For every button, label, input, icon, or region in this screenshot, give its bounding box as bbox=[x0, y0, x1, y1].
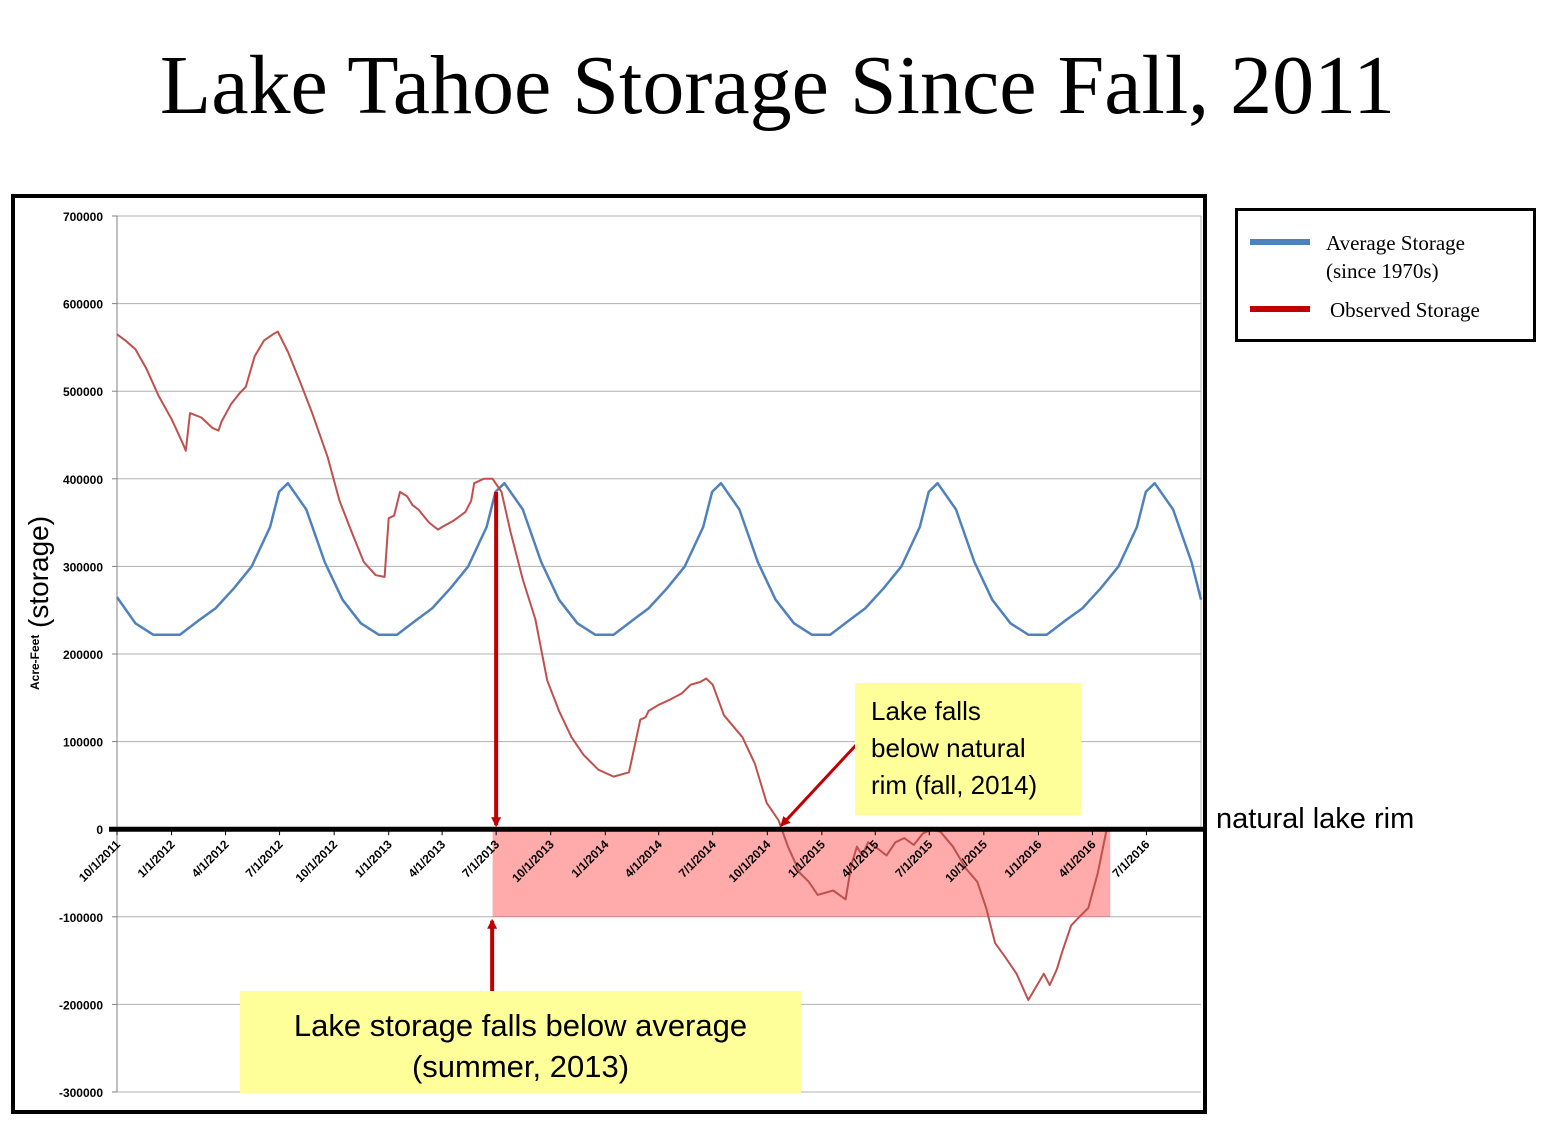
y-tick-label: 400000 bbox=[63, 473, 103, 487]
legend-swatch-observed bbox=[1250, 306, 1310, 312]
rim-label: natural lake rim bbox=[1216, 803, 1415, 835]
legend-swatch-average bbox=[1250, 239, 1310, 245]
x-tick-label: 10/1/2011 bbox=[76, 837, 123, 884]
callout-below-rim: Lake falls below natural rim (fall, 2014… bbox=[855, 683, 1081, 815]
annotation-arrows bbox=[487, 491, 859, 992]
x-tick-label: 4/1/2013 bbox=[405, 837, 448, 880]
x-tick-label: 7/1/2012 bbox=[243, 837, 286, 880]
legend-label-observed: Observed Storage bbox=[1330, 298, 1480, 322]
legend-label-average: Average Storage (since 1970s) bbox=[1326, 231, 1465, 283]
y-tick-label: 600000 bbox=[63, 298, 103, 312]
chart-frame: 700000 600000 500000 400000 300000 200000 1000… bbox=[11, 194, 1207, 1114]
x-tick-label: 1/1/2013 bbox=[352, 837, 395, 880]
y-tick-label: 300000 bbox=[63, 560, 103, 574]
y-tick-label: 500000 bbox=[63, 385, 103, 399]
y-axis-annotation: (storage) bbox=[23, 516, 54, 628]
below-rim-shading bbox=[492, 829, 1111, 917]
axis-labels: 700000 600000 500000 400000 300000 200000 1000… bbox=[23, 210, 1153, 1100]
series-line-average-storage bbox=[115, 481, 1203, 636]
y-tick-label: 0 bbox=[96, 823, 103, 837]
chart: 700000 600000 500000 400000 300000 200000 1000… bbox=[23, 210, 1203, 1100]
y-tick-label: 200000 bbox=[63, 648, 103, 662]
x-tick-label: 1/1/2012 bbox=[135, 837, 178, 880]
y-tick-label: -200000 bbox=[59, 998, 103, 1012]
y-tick-label: -100000 bbox=[59, 911, 103, 925]
arrow-below-rim bbox=[780, 742, 859, 827]
y-tick-label: -300000 bbox=[59, 1086, 103, 1100]
shaded-region bbox=[492, 829, 1111, 917]
callout-below-average: Lake storage falls below average (summer… bbox=[240, 991, 801, 1093]
x-tick-label: 7/1/2016 bbox=[1110, 837, 1153, 880]
x-tick-label: 10/1/2012 bbox=[293, 837, 341, 885]
legend: Average Storage (since 1970s) Observed S… bbox=[1235, 208, 1536, 342]
gridlines bbox=[112, 215, 1202, 1093]
page-title: Lake Tahoe Storage Since Fall, 2011 bbox=[159, 39, 1396, 132]
y-tick-label: 100000 bbox=[63, 736, 103, 750]
x-tick-label: 4/1/2012 bbox=[189, 837, 232, 880]
y-tick-label: 700000 bbox=[63, 210, 103, 224]
y-axis-label: Acre-Feet bbox=[28, 635, 42, 690]
